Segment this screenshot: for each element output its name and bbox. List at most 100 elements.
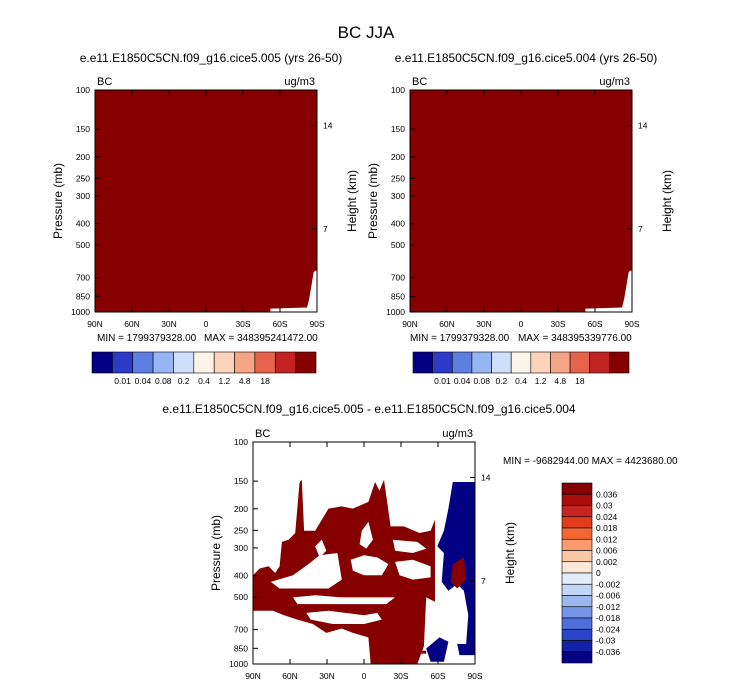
colorbar-label: -0.002	[596, 579, 620, 589]
y-tick-label: 500	[76, 240, 90, 250]
field-label: BC	[255, 428, 270, 440]
colorbar-swatch	[561, 617, 593, 630]
y-tick-label: 100	[234, 437, 248, 447]
y-tick-label: 700	[76, 273, 90, 283]
colorbar-swatch	[152, 351, 174, 374]
x-tick-label: 30S	[550, 319, 565, 329]
right-tick-label: 14	[638, 121, 648, 131]
diff-near-zero-region	[392, 539, 427, 553]
colorbar-label: 18	[260, 376, 270, 386]
y-tick-label: 100	[391, 85, 405, 95]
colorbar-swatch	[254, 351, 276, 374]
colorbar-label: 0.03	[596, 501, 613, 511]
y-tick-label: 850	[391, 291, 405, 301]
right-tick-label: 14	[323, 121, 333, 131]
right-tick-label: 7	[638, 224, 643, 234]
colorbar-swatch	[561, 595, 593, 608]
colorbar-swatch	[561, 561, 593, 574]
right-tick-label: 7	[323, 224, 328, 234]
colorbar-label: 0.2	[178, 376, 190, 386]
x-tick-label: 60S	[430, 671, 445, 681]
x-tick-label: 90S	[309, 319, 324, 329]
x-tick-label: 0	[204, 319, 209, 329]
colorbar-swatch	[561, 628, 593, 641]
x-tick-label: 30S	[393, 671, 408, 681]
colorbar-swatch	[510, 351, 532, 374]
colorbar-swatch	[561, 606, 593, 619]
colorbar-swatch	[561, 583, 593, 596]
max-value-label: MAX = 348395241472.00	[204, 333, 318, 344]
y-tick-label: 1000	[229, 659, 248, 669]
units-label: ug/m3	[599, 76, 630, 88]
x-tick-label: 90N	[402, 319, 418, 329]
colorbar-label: 4.8	[239, 376, 251, 386]
y-tick-label: 850	[234, 643, 248, 653]
colorbar-label: 0.01	[434, 376, 451, 386]
y-tick-label: 300	[391, 191, 405, 201]
colorbar-label: 0.024	[596, 512, 618, 522]
colorbar-label: -0.03	[596, 636, 616, 646]
colorbar-label: -0.024	[596, 624, 620, 634]
colorbar-label: 0.006	[596, 546, 618, 556]
panel-1: 90N 60N 30N 0 30S 60S 90S 100 150 200 250 300 400 500…	[51, 51, 359, 386]
colorbar-swatch	[471, 351, 492, 374]
colorbar-swatch	[491, 351, 512, 374]
colorbar-swatch	[561, 651, 593, 664]
diff-near-zero-region	[350, 555, 389, 576]
colorbar-label: 0.08	[473, 376, 490, 386]
y-tick-label: 700	[234, 625, 248, 635]
colorbar-swatch	[412, 351, 433, 374]
x-tick-label: 90N	[245, 671, 261, 681]
colorbar-label: -0.018	[596, 613, 620, 623]
x-tick-label: 60S	[587, 319, 602, 329]
y-tick-label: 700	[391, 273, 405, 283]
colorbar-label: 0.018	[596, 523, 618, 533]
y-tick-label: 400	[76, 219, 90, 229]
y-tick-label: 250	[234, 525, 248, 535]
diff-near-zero-region	[315, 539, 327, 558]
diff-near-zero-region	[359, 521, 373, 549]
right-tick-label: 7	[481, 576, 486, 586]
y-tick-label: 150	[234, 476, 248, 486]
colorbar-label: 0.01	[114, 376, 131, 386]
y-tick-label: 150	[76, 124, 90, 134]
x-tick-label: 30N	[161, 319, 177, 329]
x-tick-label: 0	[519, 319, 524, 329]
colorbar-label: 4.8	[554, 376, 566, 386]
min-value-label: MIN = 1799379328.00	[97, 333, 197, 344]
colorbar-label: 1.2	[218, 376, 230, 386]
units-label: ug/m3	[284, 76, 315, 88]
diff-negative-region	[426, 637, 449, 662]
y-tick-label: 150	[391, 124, 405, 134]
y-tick-label: 400	[391, 219, 405, 229]
units-label: ug/m3	[442, 428, 473, 440]
colorbar-label: 0	[596, 568, 601, 578]
field-area	[95, 90, 317, 312]
y-tick-label: 850	[76, 291, 90, 301]
y-tick-label: 200	[234, 504, 248, 514]
y-axis-label: Pressure (mb)	[209, 515, 223, 591]
figure-title: BC JJA	[338, 23, 395, 42]
colorbar-label: 0.2	[495, 376, 507, 386]
y-tick-label: 250	[391, 173, 405, 183]
colorbar-swatch	[132, 351, 154, 374]
colorbar-swatch	[112, 351, 134, 374]
plot-frame	[94, 89, 318, 313]
x-tick-label: 30S	[235, 319, 250, 329]
x-tick-label: 90N	[87, 319, 103, 329]
plot-frame	[409, 89, 633, 313]
field-label: BC	[97, 76, 112, 88]
min-value-label: MIN = 1799379328.00	[410, 333, 510, 344]
x-tick-label: 0	[362, 671, 367, 681]
colorbar-swatch	[561, 493, 593, 506]
field-area	[410, 90, 632, 312]
colorbar-swatch	[451, 351, 473, 374]
colorbar-label: 1.2	[535, 376, 547, 386]
x-tick-label: 90S	[467, 671, 482, 681]
colorbar-label: 0.04	[454, 376, 471, 386]
colorbar-label: -0.012	[596, 602, 620, 612]
right-tick-label: 14	[481, 473, 491, 483]
colorbar-label: 0.4	[198, 376, 210, 386]
y-axis-label: Pressure (mb)	[366, 163, 380, 239]
